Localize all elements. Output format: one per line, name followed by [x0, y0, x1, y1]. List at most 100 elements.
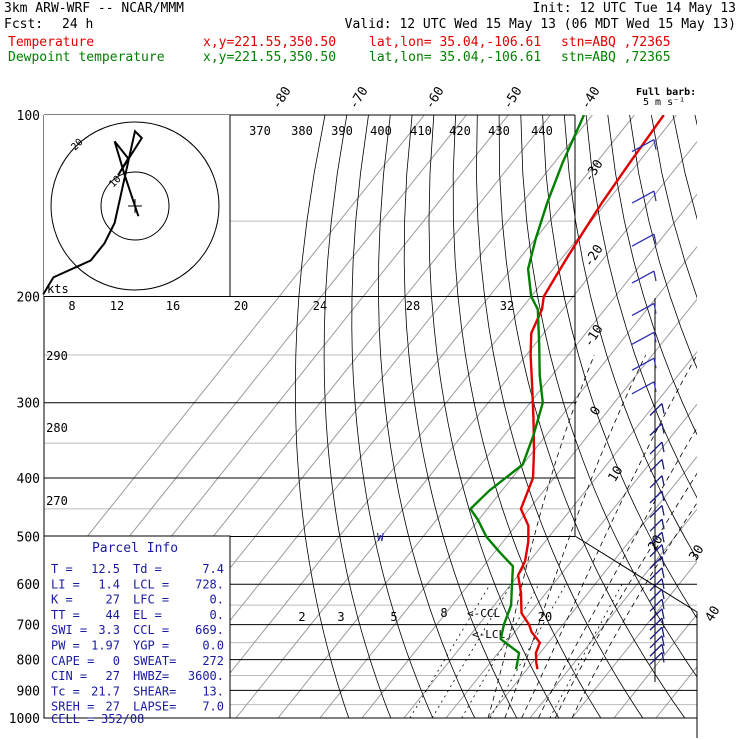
parcel-value: 728.	[195, 577, 224, 591]
wind-barb	[649, 635, 663, 649]
parcel-value: 1.4	[98, 577, 120, 591]
wind-barb	[649, 490, 663, 504]
wind-barb	[649, 626, 663, 640]
isotherm-label: 0	[588, 404, 605, 419]
wind-barb-flag	[661, 635, 665, 646]
model-title: 3km ARW-WRF -- NCAR/MMM	[4, 1, 185, 16]
hodograph-ring-10	[100, 171, 170, 241]
isotherm--70	[151, 115, 635, 719]
parcel-value: 27	[106, 593, 120, 607]
wind-barb-flag	[661, 578, 665, 589]
dry-adiabat-350	[542, 115, 697, 619]
dry-adiabat-280	[378, 115, 476, 719]
mixing-ratio-label: 5	[390, 610, 397, 624]
parcel-value: 3600.	[188, 669, 224, 683]
parcel-label: T =	[51, 562, 73, 576]
isotherm--120	[44, 115, 425, 592]
theta-label: 290	[46, 349, 68, 363]
wind-barb-flag	[661, 599, 665, 610]
dewpoint-trace	[469, 115, 586, 670]
parcel-label: LAPSE=	[133, 700, 176, 714]
parcel-value: 27	[106, 669, 120, 683]
parcel-value: 12.5	[91, 562, 120, 576]
dry-adiabat-250	[294, 115, 350, 719]
isotherm-label: -10	[581, 322, 606, 350]
isotherm-label: -30	[581, 157, 606, 185]
dry-adiabat-390	[629, 115, 697, 370]
barb-legend-title: Full barb:	[636, 87, 696, 98]
pressure-label-400: 400	[17, 472, 40, 487]
wind-barb-flag	[661, 618, 665, 629]
isotherm--20	[361, 298, 697, 719]
pressure-label-200: 200	[17, 291, 40, 306]
mixing-ratio-label: 8	[440, 606, 447, 620]
wind-barb	[649, 598, 663, 612]
isotherm-20	[529, 508, 697, 719]
wind-barb-flag	[661, 532, 665, 543]
theta-label: 430	[488, 124, 510, 138]
theta-label: 390	[331, 124, 353, 138]
isotherm-label: 40	[703, 604, 724, 625]
parcel-value: 27	[106, 700, 120, 714]
dry-adiabat-260	[323, 115, 392, 719]
wind-barb-flag	[661, 441, 665, 453]
wind-barb-flag	[661, 588, 665, 600]
parcel-label: LI =	[51, 577, 80, 591]
dry-adiabat-360	[563, 115, 697, 560]
dry-adiabat-330	[498, 115, 686, 719]
parcel-label: Tc =	[51, 684, 80, 698]
wind-barb	[649, 578, 663, 592]
wind-barb	[649, 423, 663, 436]
legend-dewpoint-xy: x,y=221.55,350.50	[203, 50, 337, 65]
legend-dewpoint-station: stn=ABQ ,72365	[561, 50, 671, 65]
parcel-value: 44	[106, 608, 120, 622]
hodograph-ring-20	[50, 121, 220, 291]
wind-barb	[649, 441, 663, 455]
parcel-label: K =	[51, 593, 73, 607]
parcel-label: CAPE =	[51, 654, 94, 668]
wet-bulb-zero-marker: W	[377, 531, 384, 544]
moist-adiabat-26	[554, 472, 697, 719]
dry-adiabat-370	[585, 115, 697, 499]
parcel-label: SWI =	[51, 623, 87, 637]
wind-barb-flag	[661, 567, 665, 578]
moist-adiabat-10	[487, 354, 595, 719]
moist-adiabat-22	[538, 427, 697, 719]
theta-label: 440	[531, 124, 553, 138]
isotherm-label: 30	[687, 543, 708, 564]
mixing-ratio-2	[409, 583, 491, 719]
legend-dewpoint-label: Dewpoint temperature	[8, 50, 165, 65]
dry-adiabat-270	[351, 115, 434, 719]
wind-barb	[649, 518, 663, 532]
wind-barb	[631, 233, 655, 247]
isotherm-label: -80	[269, 84, 294, 112]
legend-temperature-xy: x,y=221.55,350.50	[203, 35, 337, 50]
hodograph-speed-tick: 20	[234, 299, 248, 313]
valid-time: Valid: 12 UTC Wed 15 May 13 (06 MDT Wed …	[344, 17, 736, 32]
isotherm-40	[613, 613, 697, 719]
right-boundary	[574, 115, 698, 738]
wind-barb	[649, 608, 663, 622]
dry-adiabat-300	[428, 115, 560, 719]
mixing-ratio-label: 20	[538, 610, 552, 624]
isotherm-label: -70	[346, 84, 371, 112]
parcel-label: HWBZ=	[133, 669, 169, 683]
parcel-value: 0	[113, 654, 120, 668]
mixing-ratio-label: 2	[298, 610, 305, 624]
parcel-label: CIN =	[51, 669, 87, 683]
pressure-label-600: 600	[17, 578, 40, 593]
dry-adiabat-430	[717, 115, 740, 718]
lcl-marker: <-LCL	[472, 628, 505, 641]
wind-barb-flag	[653, 190, 657, 202]
legend-temperature-latlon: lat,lon= 35.04,-106.61	[369, 35, 542, 50]
isotherm--40	[277, 193, 697, 719]
init-time: Init: 12 UTC Tue 14 May 13	[532, 1, 737, 16]
isotherm-0	[445, 403, 697, 719]
mixing-ratio-20	[549, 584, 623, 719]
wind-barb	[649, 458, 663, 472]
parcel-label: PW =	[51, 639, 80, 653]
isotherm-label: -50	[500, 84, 525, 112]
hodograph-speed-tick: 16	[166, 299, 180, 313]
isotherm-label: 10	[606, 464, 627, 485]
